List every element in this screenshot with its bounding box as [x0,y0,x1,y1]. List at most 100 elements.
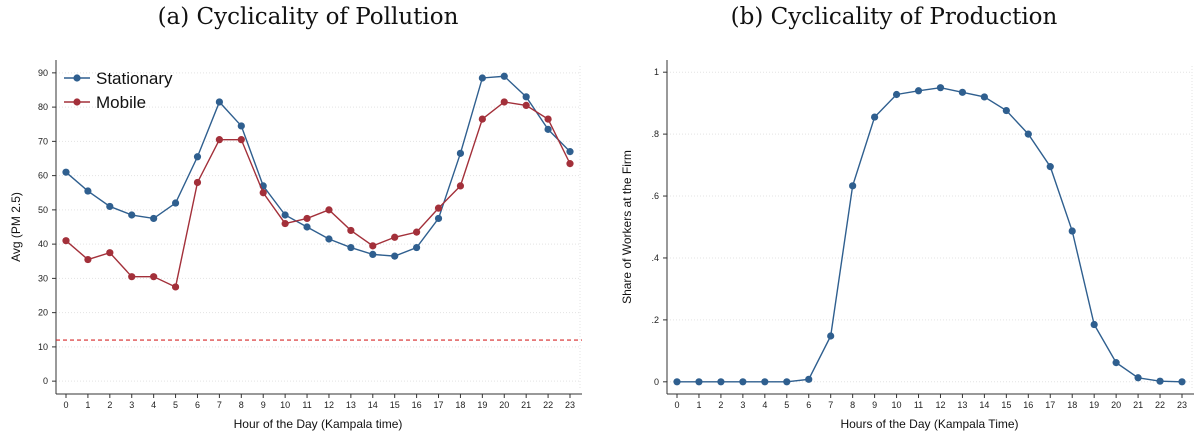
legend-swatch-marker [73,74,81,82]
data-point [413,243,421,252]
data-point [325,235,333,243]
data-point [303,214,311,223]
series-line-stationary [65,75,571,257]
x-tick-label: 12 [324,400,334,410]
x-tick-label: 14 [368,400,378,410]
y-tick-label: 0 [654,377,659,387]
data-point [369,242,377,250]
data-point [566,148,574,156]
data-point [84,255,92,264]
y-tick-label: 50 [38,205,48,215]
data-point [1112,359,1120,367]
x-tick-label: 10 [280,400,290,410]
x-tick-label: 22 [1155,400,1165,410]
data-point [717,378,725,386]
y-axis-label: Avg (PM 2.5) [9,192,23,262]
data-point [347,226,355,235]
data-point [980,93,988,101]
y-tick-label: .8 [651,129,659,139]
y-tick-label: 80 [38,102,48,112]
data-point [544,115,552,123]
x-tick-label: 19 [477,400,487,410]
x-tick-label: 11 [302,400,311,410]
y-tick-label: 90 [38,68,48,78]
x-tick-label: 20 [499,400,509,410]
data-point [1134,374,1142,382]
data-point [522,93,530,101]
x-tick-label: 0 [674,400,679,410]
data-point [1046,163,1054,171]
data-point [958,88,967,96]
data-point [259,189,267,197]
y-tick-label: 70 [38,136,48,146]
data-point [783,378,791,386]
data-point [673,378,681,386]
x-tick-label: 2 [107,400,112,410]
data-point [303,223,311,231]
x-tick-label: 10 [892,400,902,410]
data-point [456,182,465,190]
data-point [237,136,245,144]
data-point [456,149,465,157]
x-tick-label: 8 [850,400,855,410]
data-point [150,273,158,281]
data-point [500,72,508,80]
x-tick-label: 8 [239,400,244,410]
data-point [281,211,289,219]
x-tick-label: 17 [434,400,444,410]
series-line-share [677,86,1183,383]
x-tick-label: 9 [261,400,266,410]
data-point [544,125,552,133]
data-point [566,160,574,168]
y-tick-label: 0 [43,376,48,386]
data-point [1178,378,1186,386]
data-point [1068,227,1076,235]
data-point [215,136,223,144]
data-point [391,252,399,260]
x-axis-label: Hour of the Day (Kampala time) [234,417,403,431]
data-point [695,378,703,386]
x-tick-label: 23 [1177,400,1187,410]
x-tick-label: 16 [412,400,422,410]
y-tick-label: 20 [38,308,48,318]
x-tick-label: 3 [740,400,745,410]
data-point [150,214,158,223]
data-point [892,90,901,99]
data-point [761,378,769,386]
data-point [106,249,114,257]
x-tick-label: 4 [151,400,156,410]
x-tick-label: 0 [63,400,68,410]
x-tick-label: 11 [914,400,923,410]
data-point [369,250,377,259]
data-point [936,84,945,92]
data-point [347,243,355,252]
y-axis-label: Share of Workers at the Firm [620,150,634,304]
x-tick-label: 15 [1001,400,1011,410]
data-point [128,273,136,281]
chart-production: 0.2.4.6.810 1 2 3 4 5 6 7 8 9 10 11 12 13 14 15 16 17 18 19… [620,60,1194,431]
x-tick-label: 3 [129,400,134,410]
legend-label: Mobile [96,93,146,112]
x-tick-label: 14 [979,400,989,410]
data-point [434,214,443,223]
x-tick-label: 5 [784,400,789,410]
x-tick-label: 2 [718,400,723,410]
x-tick-label: 9 [872,400,877,410]
x-tick-label: 6 [806,400,811,410]
panel-b-title: (b) Cyclicality of Production [730,4,1058,30]
y-tick-label: 60 [38,171,48,181]
data-point [1002,106,1010,115]
x-tick-label: 15 [390,400,400,410]
data-point [62,237,70,245]
data-point [413,228,421,236]
y-tick-label: 40 [38,239,48,249]
data-point [281,219,289,228]
x-axis-label: Hours of the Day (Kampala Time) [840,417,1018,431]
x-tick-label: 12 [935,400,945,410]
x-tick-label: 17 [1045,400,1055,410]
panel-a-title: (a) Cyclicality of Pollution [157,4,459,30]
y-tick-label: .6 [651,191,659,201]
data-point [805,375,813,383]
x-tick-label: 19 [1089,400,1099,410]
